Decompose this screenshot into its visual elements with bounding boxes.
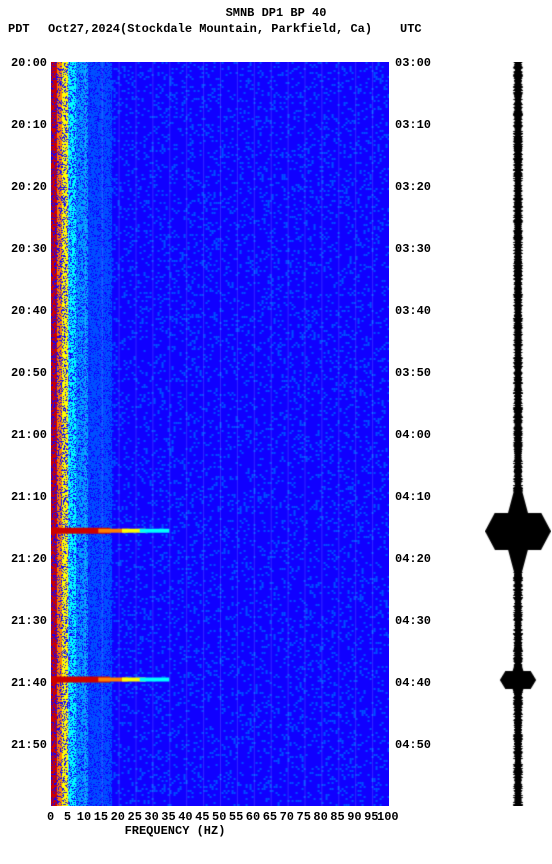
date-label: Oct27,2024(Stockdale Mountain, Parkfield…	[48, 22, 372, 36]
x-axis-label: FREQUENCY (HZ)	[0, 824, 389, 838]
tz-left-label: PDT	[8, 22, 30, 36]
waveform-plot	[485, 62, 551, 806]
chart-title: SMNB DP1 BP 40	[0, 6, 552, 20]
spectrogram-plot	[51, 62, 389, 806]
tz-right-label: UTC	[400, 22, 422, 36]
